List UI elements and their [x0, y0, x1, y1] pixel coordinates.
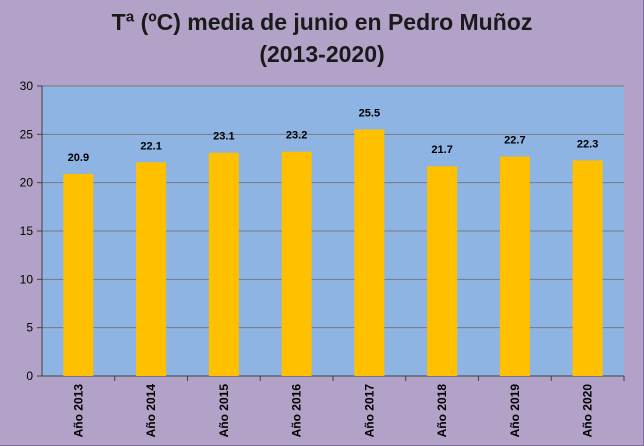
chart-title-line1: Tª (ºC) media de junio en Pedro Muñoz	[111, 9, 533, 35]
data-label: 22.7	[504, 135, 525, 147]
bar	[572, 160, 603, 376]
x-tick-label: Año 2014	[144, 384, 158, 438]
data-label: 22.1	[140, 140, 161, 152]
x-tick-label: Año 2016	[290, 384, 304, 438]
bar	[427, 166, 458, 376]
y-tick-label: 10	[20, 272, 34, 286]
y-tick-label: 0	[26, 369, 33, 383]
y-tick-label: 15	[20, 224, 34, 238]
x-tick-label: Año 2017	[362, 384, 376, 438]
x-tick-label: Año 2013	[71, 384, 85, 438]
data-label: 21.7	[431, 144, 452, 156]
chart-title: Tª (ºC) media de junio en Pedro Muñoz (2…	[0, 6, 644, 70]
bar	[499, 156, 530, 376]
x-tick-label: Año 2018	[435, 384, 449, 438]
data-label: 23.2	[286, 130, 307, 142]
bar	[208, 152, 239, 376]
bar	[281, 151, 312, 376]
y-tick-label: 25	[20, 127, 34, 141]
data-label: 22.3	[577, 138, 598, 150]
bar	[136, 162, 167, 376]
bar	[63, 173, 94, 376]
chart-title-line2: (2013-2020)	[259, 41, 385, 67]
x-tick-label: Año 2015	[217, 384, 231, 438]
y-tick-label: 5	[26, 321, 33, 335]
bar	[354, 129, 385, 376]
data-label: 23.1	[213, 131, 234, 143]
data-label: 20.9	[68, 152, 89, 164]
data-label: 25.5	[359, 108, 380, 120]
y-tick-label: 30	[20, 79, 34, 93]
y-tick-label: 20	[20, 176, 34, 190]
x-tick-label: Año 2019	[508, 384, 522, 438]
x-tick-label: Año 2020	[581, 384, 595, 438]
